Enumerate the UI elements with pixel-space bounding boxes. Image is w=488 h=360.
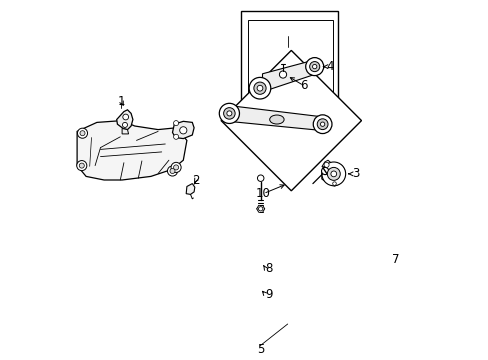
Circle shape: [253, 82, 265, 94]
Circle shape: [122, 114, 128, 120]
Text: 10: 10: [255, 187, 270, 200]
Polygon shape: [221, 50, 361, 191]
Text: 2: 2: [192, 174, 199, 186]
Ellipse shape: [269, 115, 284, 124]
Circle shape: [257, 175, 264, 181]
Text: 4: 4: [325, 60, 333, 73]
Circle shape: [77, 128, 87, 138]
Circle shape: [312, 64, 316, 69]
Circle shape: [332, 182, 336, 185]
Circle shape: [226, 111, 231, 116]
Polygon shape: [186, 184, 194, 194]
Circle shape: [309, 62, 319, 72]
Circle shape: [330, 171, 336, 177]
Circle shape: [313, 115, 331, 134]
Circle shape: [179, 127, 186, 134]
Text: 1: 1: [118, 95, 125, 108]
Polygon shape: [228, 105, 323, 131]
Circle shape: [223, 108, 235, 119]
Bar: [247, 20, 332, 124]
Polygon shape: [122, 129, 128, 134]
Circle shape: [173, 134, 178, 139]
Bar: [241, 11, 337, 131]
Circle shape: [170, 168, 175, 174]
Circle shape: [80, 131, 85, 136]
Circle shape: [77, 161, 87, 171]
Circle shape: [167, 166, 177, 176]
Circle shape: [171, 162, 181, 172]
Polygon shape: [321, 160, 330, 167]
Circle shape: [219, 103, 239, 123]
Circle shape: [305, 58, 323, 76]
Polygon shape: [328, 181, 337, 186]
Polygon shape: [77, 121, 186, 180]
Circle shape: [257, 85, 263, 91]
Text: 8: 8: [265, 262, 272, 275]
Circle shape: [324, 162, 328, 167]
Circle shape: [317, 119, 327, 130]
Circle shape: [321, 167, 328, 175]
Text: 9: 9: [265, 288, 272, 301]
Circle shape: [249, 77, 270, 99]
Circle shape: [173, 121, 178, 126]
Text: 3: 3: [351, 167, 358, 180]
Circle shape: [173, 165, 178, 170]
Circle shape: [122, 122, 127, 127]
Circle shape: [320, 122, 324, 126]
Polygon shape: [321, 164, 344, 184]
Polygon shape: [262, 59, 316, 92]
Circle shape: [79, 163, 84, 168]
Polygon shape: [172, 121, 194, 139]
Circle shape: [258, 207, 263, 211]
Circle shape: [279, 71, 286, 78]
Text: 6: 6: [300, 79, 307, 92]
Polygon shape: [117, 110, 133, 130]
Text: 7: 7: [391, 253, 399, 266]
Circle shape: [326, 167, 340, 180]
Text: 5: 5: [256, 343, 264, 356]
Circle shape: [321, 162, 345, 186]
